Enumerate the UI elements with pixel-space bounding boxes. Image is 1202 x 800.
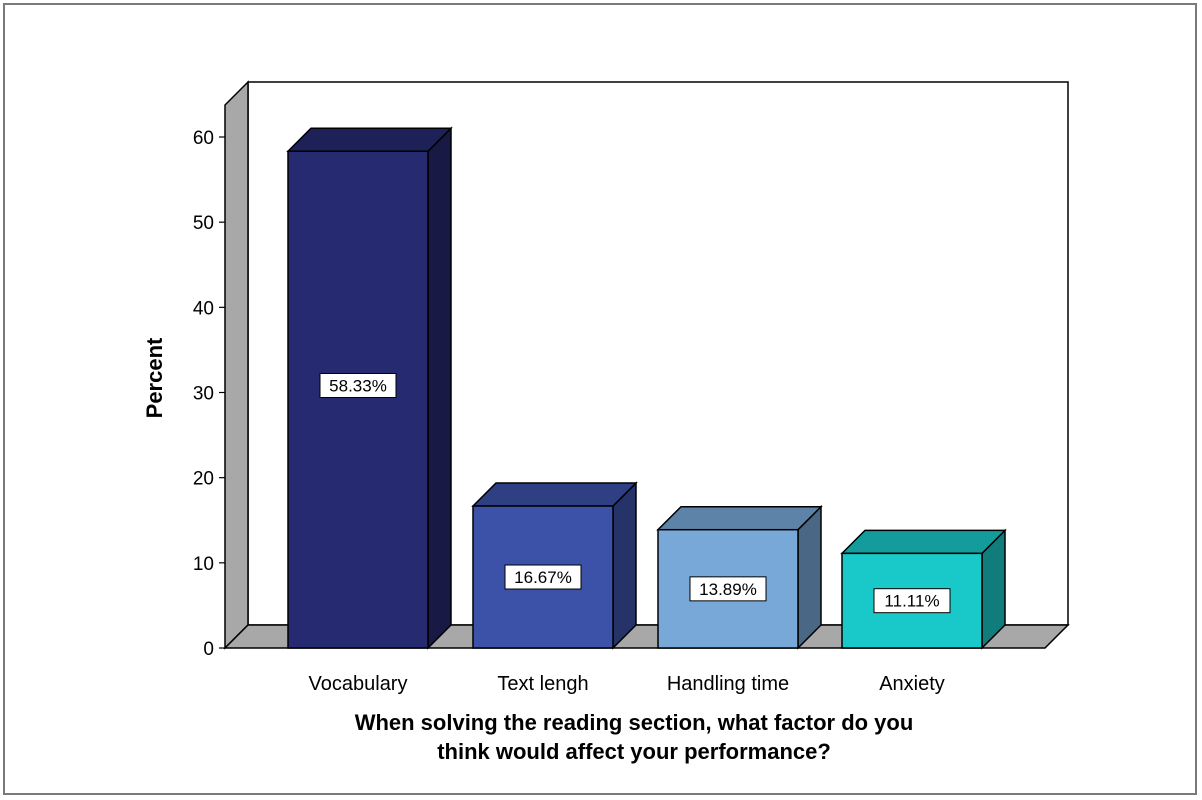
bar-front-face (841, 552, 983, 649)
x-category-label: Text lengh (497, 673, 588, 695)
bar-side-face (797, 504, 822, 650)
y-axis-title: Percent (142, 337, 167, 418)
bars: 58.33% 16.67% 13.89% 11.11% (286, 126, 1007, 650)
x-axis-categories: Vocabulary Text lengh Handling time Anxiety (309, 673, 945, 695)
bar-top-face (656, 505, 823, 531)
bar-top-face (840, 529, 1007, 555)
bar: 58.33% (286, 126, 453, 650)
y-axis: 0 10 20 30 40 50 60 (193, 128, 225, 660)
x-axis-title-line-2: think would affect your performance? (437, 739, 831, 764)
data-label: 11.11% (884, 592, 939, 611)
data-label-box (873, 588, 951, 614)
y-tick-label: 30 (193, 384, 214, 405)
bar-top-face (471, 482, 638, 507)
x-category-label: Handling time (667, 673, 789, 695)
data-label-box (319, 373, 397, 398)
bar-front-face (287, 150, 429, 649)
x-axis-title-line-1: When solving the reading section, what f… (355, 710, 914, 735)
y-tick-label: 0 (203, 639, 214, 660)
data-label: 13.89% (699, 580, 757, 599)
y-tick-label: 20 (193, 469, 214, 490)
bar: 11.11% (840, 528, 1007, 650)
y-tick-label: 50 (193, 213, 214, 234)
bar: 13.89% (656, 504, 823, 650)
plot-side-wall (224, 80, 249, 650)
x-category-label: Vocabulary (309, 673, 408, 695)
bar: 16.67% (471, 481, 638, 650)
y-tick-label: 10 (193, 554, 214, 575)
y-tick-label: 60 (193, 128, 214, 149)
data-label-box (689, 576, 767, 602)
bar-top-face (286, 127, 453, 152)
x-category-label: Anxiety (879, 673, 945, 695)
data-label: 16.67% (514, 568, 572, 587)
data-label: 58.33% (329, 377, 387, 396)
bar-side-face (612, 481, 637, 650)
bar-side-face (427, 126, 452, 650)
y-tick-label: 40 (193, 298, 214, 319)
data-label-box (504, 564, 582, 590)
